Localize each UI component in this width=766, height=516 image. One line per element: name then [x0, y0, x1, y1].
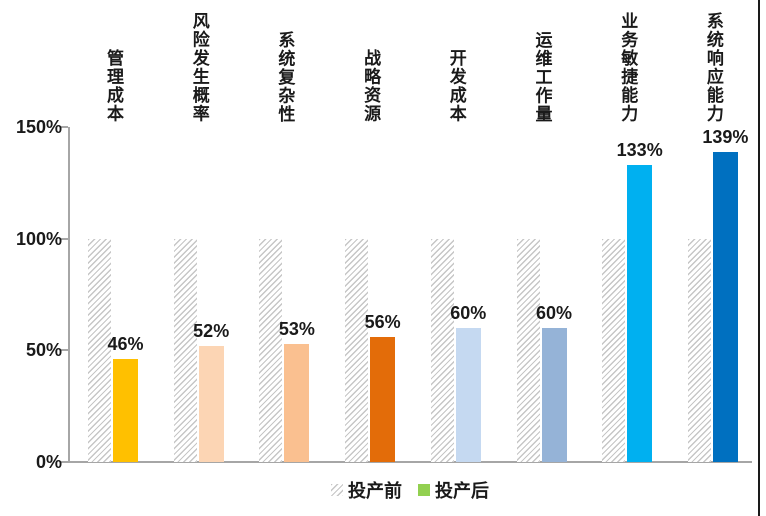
category-label: 管理成本	[104, 49, 123, 123]
bar-after-production	[712, 151, 738, 462]
y-axis-label: 0%	[35, 452, 62, 472]
y-axis-tick	[61, 349, 68, 352]
category-label: 风险发生概率	[189, 12, 209, 123]
y-axis-label: 150%	[15, 117, 62, 137]
legend-item-after: 投产后	[418, 477, 489, 503]
category-label: 战略资源	[361, 49, 381, 123]
legend: 投产前 投产后	[68, 477, 752, 503]
category-label: 系统响应能力	[703, 12, 723, 123]
bar-before-production	[173, 238, 197, 462]
y-axis-tick	[61, 237, 68, 240]
y-axis-line	[68, 127, 70, 462]
bar-value-label: 60%	[450, 303, 487, 323]
bar-value-label: 53%	[278, 318, 315, 339]
legend-label: 投产后	[435, 481, 489, 501]
x-axis-baseline	[68, 461, 752, 463]
bar-before-production	[516, 238, 540, 462]
legend-swatch-icon	[331, 484, 343, 496]
y-axis-label: 50%	[25, 340, 62, 361]
bar-value-label: 52%	[193, 320, 230, 341]
category-label: 开发成本	[446, 49, 466, 123]
bar-value-label: 133%	[616, 139, 663, 160]
bar-after-production	[541, 328, 567, 462]
category-label: 业务敏捷能力	[618, 12, 638, 123]
bar-before-production	[259, 238, 283, 462]
bar-after-production	[627, 164, 653, 462]
bar-after-production	[284, 343, 310, 462]
bar-after-production	[370, 336, 396, 462]
bar-after-production	[455, 328, 481, 462]
y-axis-label: 100%	[15, 228, 62, 249]
category-label: 运维工作量	[532, 30, 552, 124]
bar-before-production	[687, 238, 711, 462]
y-axis-tick	[61, 126, 68, 128]
bar-value-label: 46%	[107, 334, 144, 355]
legend-item-before: 投产前	[331, 477, 402, 503]
legend-label: 投产前	[348, 481, 402, 501]
y-axis-tick	[61, 461, 68, 463]
bar-before-production	[430, 238, 454, 462]
bar-before-production	[602, 238, 626, 462]
category-label: 系统复杂性	[275, 30, 295, 124]
image-right-border	[758, 0, 760, 516]
bar-before-production	[88, 238, 111, 462]
bar-after-production	[113, 359, 138, 462]
legend-swatch-icon	[418, 484, 430, 496]
bar-value-label: 139%	[702, 126, 749, 147]
bar-after-production	[198, 345, 224, 462]
bar-value-label: 56%	[364, 311, 401, 332]
bar-value-label: 60%	[535, 303, 573, 323]
bar-before-production	[345, 238, 369, 462]
